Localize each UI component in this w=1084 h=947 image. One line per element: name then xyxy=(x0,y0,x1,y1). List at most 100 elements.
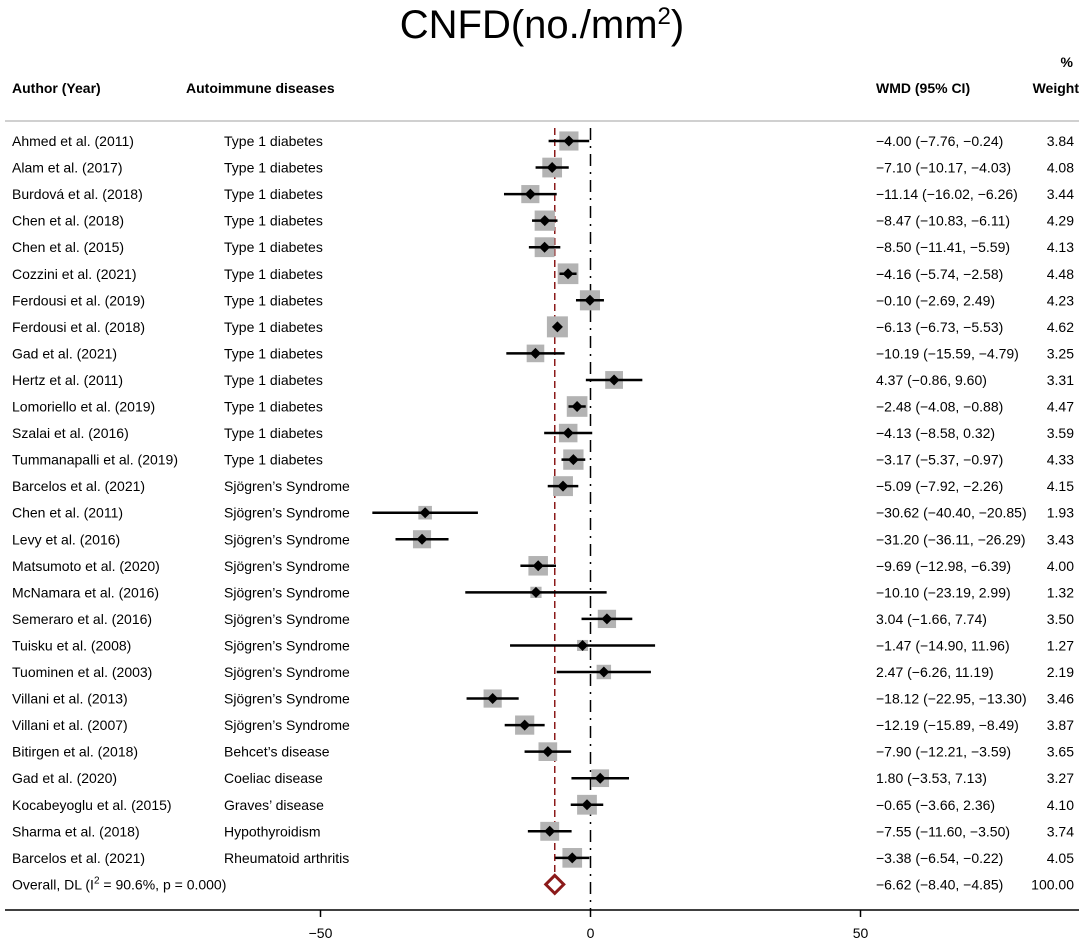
study-author: Chen et al. (2011) xyxy=(12,505,123,521)
point-estimate xyxy=(598,666,610,678)
study-disease: Graves’ disease xyxy=(224,797,324,813)
study-weight: 4.48 xyxy=(1047,266,1074,282)
overall-label: Overall, DL (I2 = 90.6%, p = 0.000) xyxy=(12,875,226,892)
study-weight: 4.23 xyxy=(1047,292,1074,308)
overall-label-start: Overall, DL (I xyxy=(12,876,94,892)
study-weight: 4.15 xyxy=(1047,478,1074,494)
study-effect: −9.69 (−12.98, −6.39) xyxy=(876,558,1011,574)
study-author: Alam et al. (2017) xyxy=(12,160,123,176)
x-axis-ticks: −50 0 50 xyxy=(309,910,869,941)
overall-label-end: = 90.6%, p = 0.000) xyxy=(100,876,227,892)
study-effect: −0.10 (−2.69, 2.49) xyxy=(876,292,995,308)
study-author: Barcelos et al. (2021) xyxy=(12,478,145,494)
point-estimate xyxy=(551,321,563,333)
weight-column-header: Weight xyxy=(1033,80,1080,96)
study-weight: 3.65 xyxy=(1047,744,1074,760)
point-estimate xyxy=(539,215,551,227)
study-effect: 4.37 (−0.86, 9.60) xyxy=(876,372,987,388)
x-tick-label: 50 xyxy=(853,925,869,941)
point-estimate xyxy=(594,772,606,784)
study-weight: 4.05 xyxy=(1047,850,1074,866)
study-author: Lomoriello et al. (2019) xyxy=(12,399,155,415)
study-effect: −4.13 (−8.58, 0.32) xyxy=(876,425,995,441)
study-weight: 3.74 xyxy=(1047,823,1074,839)
study-disease: Behcet’s disease xyxy=(224,744,330,760)
study-effect: −7.10 (−10.17, −4.03) xyxy=(876,160,1011,176)
study-weight: 4.10 xyxy=(1047,797,1074,813)
study-row: Alam et al. (2017) Type 1 diabetes −7.10 (… xyxy=(12,157,1074,178)
point-estimate xyxy=(577,639,589,651)
point-estimate xyxy=(546,162,558,174)
point-estimate xyxy=(562,268,574,280)
study-rows: Ahmed et al. (2011) Type 1 diabetes −4.00 … xyxy=(12,131,1074,896)
study-row: Bitirgen et al. (2018) Behcet’s disease −7… xyxy=(12,742,1074,761)
study-author: Gad et al. (2021) xyxy=(12,345,117,361)
study-row: Lomoriello et al. (2019) Type 1 diabetes −… xyxy=(12,396,1074,417)
study-effect: 2.47 (−6.26, 11.19) xyxy=(876,664,994,680)
study-effect: −8.47 (−10.83, −6.11) xyxy=(876,213,1010,229)
study-author: Burdová et al. (2018) xyxy=(12,186,143,202)
study-weight: 3.31 xyxy=(1047,372,1074,388)
study-effect: −1.47 (−14.90, 11.96) xyxy=(876,637,1010,653)
study-author: McNamara et al. (2016) xyxy=(12,584,159,600)
overall-row: Overall, DL (I2 = 90.6%, p = 0.000) −6.62… xyxy=(12,873,1074,896)
study-row: Villani et al. (2007) Sjögren’s Syndrome −… xyxy=(12,715,1074,735)
study-disease: Type 1 diabetes xyxy=(224,452,323,468)
x-tick-label: 0 xyxy=(587,925,595,941)
study-row: Ferdousi et al. (2018) Type 1 diabetes −6.… xyxy=(12,316,1074,338)
author-column-header: Author (Year) xyxy=(12,80,101,96)
point-estimate xyxy=(584,294,596,306)
study-author: Semeraro et al. (2016) xyxy=(12,611,152,627)
study-weight: 3.46 xyxy=(1047,691,1074,707)
study-effect: −5.09 (−7.92, −2.26) xyxy=(876,478,1003,494)
point-estimate xyxy=(532,560,544,572)
study-author: Tummanapalli et al. (2019) xyxy=(12,452,178,468)
study-row: Semeraro et al. (2016) Sjögren’s Syndrome… xyxy=(12,609,1074,629)
point-estimate xyxy=(524,188,536,200)
point-estimate xyxy=(487,693,499,705)
study-weight: 4.08 xyxy=(1047,160,1074,176)
study-disease: Type 1 diabetes xyxy=(224,372,323,388)
study-weight: 1.93 xyxy=(1047,505,1074,521)
study-row: Gad et al. (2021) Type 1 diabetes −10.19 (… xyxy=(12,344,1074,363)
study-disease: Sjögren’s Syndrome xyxy=(224,611,350,627)
study-row: Barcelos et al. (2021) Rheumatoid arthrit… xyxy=(12,848,1074,868)
study-effect: −0.65 (−3.66, 2.36) xyxy=(876,797,995,813)
study-row: Kocabeyoglu et al. (2015) Graves’ disease… xyxy=(12,794,1074,815)
study-disease: Sjögren’s Syndrome xyxy=(224,505,350,521)
study-disease: Sjögren’s Syndrome xyxy=(224,584,350,600)
study-disease: Type 1 diabetes xyxy=(224,213,323,229)
study-effect: −4.00 (−7.76, −0.24) xyxy=(876,133,1003,149)
study-weight: 2.19 xyxy=(1047,664,1074,680)
study-disease: Sjögren’s Syndrome xyxy=(224,531,350,547)
study-row: Chen et al. (2011) Sjögren’s Syndrome −30.… xyxy=(12,505,1074,521)
point-estimate xyxy=(581,799,593,811)
study-row: Chen et al. (2015) Type 1 diabetes −8.50 (… xyxy=(12,237,1074,258)
disease-column-header: Autoimmune diseases xyxy=(186,80,335,96)
study-disease: Type 1 diabetes xyxy=(224,399,323,415)
study-weight: 3.25 xyxy=(1047,345,1074,361)
point-estimate xyxy=(601,613,613,625)
study-effect: −3.17 (−5.37, −0.97) xyxy=(876,452,1003,468)
study-weight: 3.59 xyxy=(1047,425,1074,441)
study-author: Hertz et al. (2011) xyxy=(12,372,123,388)
study-disease: Type 1 diabetes xyxy=(224,133,323,149)
point-estimate xyxy=(419,507,431,519)
study-effect: −7.90 (−12.21, −3.59) xyxy=(876,744,1011,760)
point-estimate xyxy=(608,374,620,386)
point-estimate xyxy=(563,135,575,147)
study-disease: Sjögren’s Syndrome xyxy=(224,691,350,707)
study-disease: Coeliac disease xyxy=(224,770,323,786)
study-effect: 1.80 (−3.53, 7.13) xyxy=(876,770,987,786)
point-estimate xyxy=(571,401,583,412)
study-disease: Rheumatoid arthritis xyxy=(224,850,349,866)
study-row: McNamara et al. (2016) Sjögren’s Syndrome… xyxy=(12,584,1074,600)
study-disease: Type 1 diabetes xyxy=(224,345,323,361)
study-author: Matsumoto et al. (2020) xyxy=(12,558,160,574)
study-weight: 3.84 xyxy=(1047,133,1074,149)
study-author: Barcelos et al. (2021) xyxy=(12,850,145,866)
study-effect: −3.38 (−6.54, −0.22) xyxy=(876,850,1003,866)
point-estimate xyxy=(519,719,531,731)
study-row: Levy et al. (2016) Sjögren’s Syndrome −31.… xyxy=(12,530,1074,549)
study-row: Barcelos et al. (2021) Sjögren’s Syndrome… xyxy=(12,476,1074,497)
